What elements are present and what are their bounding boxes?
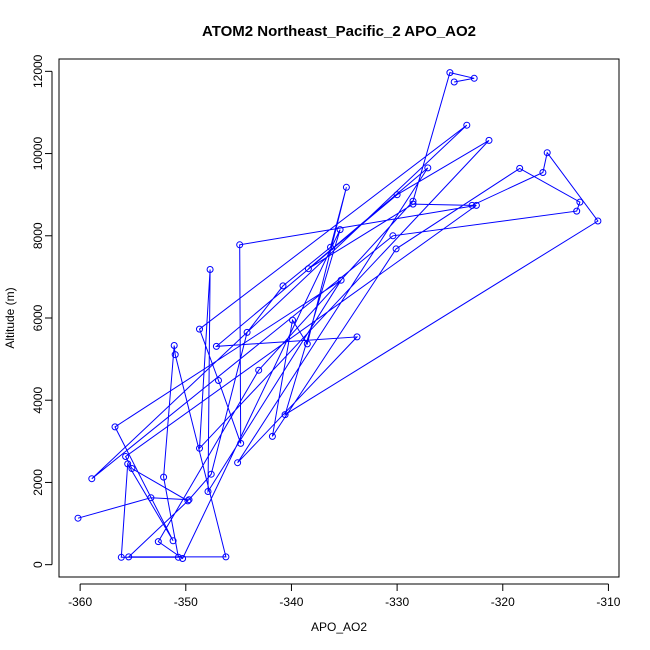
y-axis-label: Altitude (m) (3, 287, 17, 348)
data-point (327, 243, 334, 251)
data-point (147, 494, 155, 502)
data-point (117, 553, 125, 561)
data-point (234, 459, 242, 467)
data-point (424, 164, 432, 172)
series-lines (77, 72, 599, 560)
data-point (268, 432, 276, 440)
y-tick-label: 8000 (31, 222, 45, 249)
data-point (179, 555, 187, 562)
data-point (539, 169, 547, 176)
data-point (196, 325, 203, 333)
data-point (409, 200, 417, 208)
data-point (160, 473, 168, 481)
data-point (472, 201, 480, 209)
data-point (336, 226, 344, 234)
data-point (389, 232, 397, 240)
data-point (74, 514, 82, 522)
x-tick-label: -350 (174, 595, 198, 609)
data-point (171, 351, 179, 359)
data-point (206, 266, 214, 273)
data-point (573, 207, 581, 215)
data-point (237, 439, 245, 447)
y-tick-label: 2000 (31, 469, 45, 496)
series-points (74, 69, 602, 562)
data-point (409, 197, 417, 205)
data-point (543, 149, 551, 157)
data-point (174, 553, 182, 561)
data-point (289, 316, 296, 324)
x-axis: -360 -350 -340 -330 -320 -310 (68, 583, 621, 609)
data-point (450, 78, 458, 86)
series-line (77, 72, 599, 560)
data-point (304, 265, 312, 273)
y-tick-label: 12000 (31, 54, 45, 88)
data-point (594, 217, 602, 225)
x-tick-label: -330 (385, 595, 409, 609)
x-tick-label: -360 (68, 595, 92, 609)
data-point (124, 460, 132, 468)
data-point (196, 444, 203, 452)
data-point (393, 191, 401, 199)
data-point (255, 366, 263, 374)
data-point (485, 136, 493, 144)
data-point (212, 342, 220, 350)
x-tick-label: -320 (491, 595, 515, 609)
data-point (446, 69, 454, 77)
data-point (111, 423, 119, 431)
data-point (170, 342, 178, 349)
y-tick-label: 0 (31, 561, 45, 568)
x-tick-label: -310 (596, 595, 620, 609)
data-point (463, 121, 471, 129)
data-point (204, 488, 212, 495)
y-tick-label: 6000 (31, 304, 45, 331)
y-tick-label: 10000 (31, 137, 45, 171)
data-point (236, 241, 244, 249)
x-axis-label: APO_AO2 (311, 620, 367, 634)
data-point (243, 328, 251, 336)
data-point (470, 74, 478, 82)
data-point (215, 377, 222, 384)
x-tick-label: -340 (279, 595, 303, 609)
data-point (222, 553, 230, 561)
data-point (516, 164, 524, 172)
data-point (154, 538, 162, 546)
data-point (281, 411, 289, 419)
chart-title: ATOM2 Northeast_Pacific_2 APO_AO2 (202, 23, 476, 40)
data-point (342, 183, 350, 191)
data-point (337, 276, 345, 284)
data-point (207, 470, 215, 478)
data-point (122, 453, 130, 460)
data-point (279, 282, 287, 290)
data-point (185, 496, 193, 504)
data-point (576, 198, 584, 206)
plot-frame (58, 58, 620, 578)
data-point (468, 201, 476, 209)
y-axis: 0 2000 4000 6000 8000 10000 12000 (31, 54, 53, 568)
data-point (392, 245, 400, 253)
y-tick-label: 4000 (31, 387, 45, 414)
data-point (184, 497, 192, 505)
data-point (125, 553, 133, 561)
data-point (353, 333, 361, 341)
data-point (303, 340, 311, 348)
data-point (88, 475, 96, 483)
data-point (128, 465, 136, 472)
data-point (169, 537, 177, 545)
